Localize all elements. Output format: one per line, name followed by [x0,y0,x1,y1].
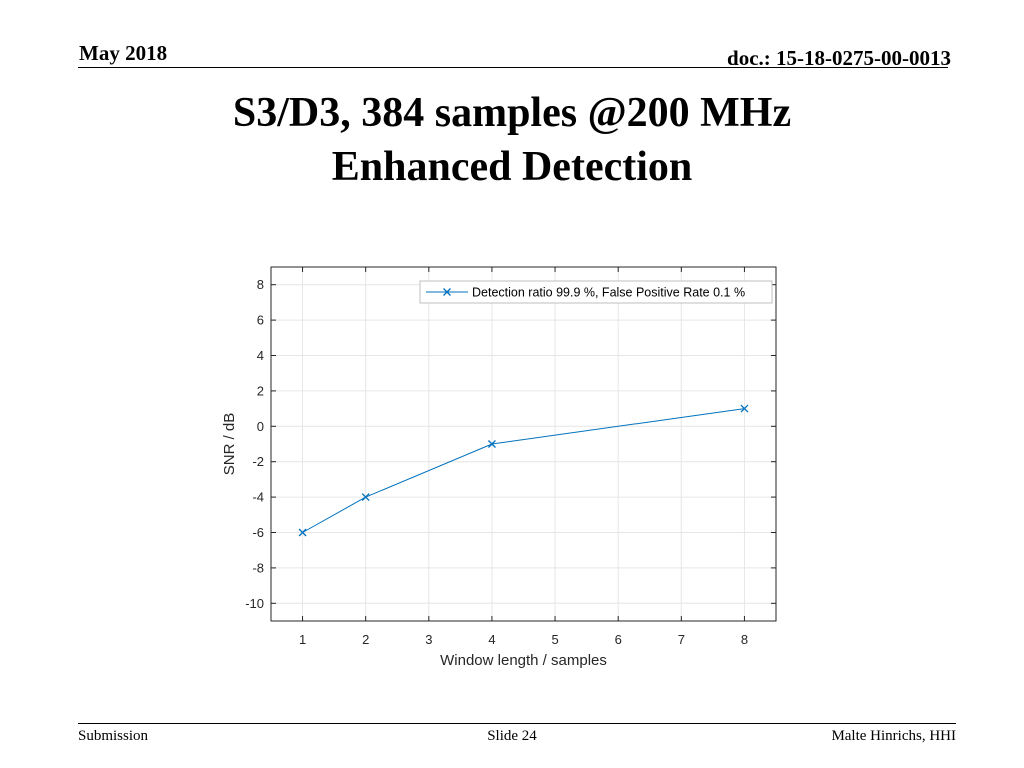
tick-layer: 1 2 3 4 5 6 7 8 -10 -8 -6 -4 -2 0 2 4 6 8 [245,267,776,647]
y-tick-label: -8 [252,560,264,575]
marker-stroke [298,528,307,537]
y-tick-label: 6 [257,313,264,328]
header-doc-id: doc.: 15-18-0275-00-0013 [727,46,951,70]
x-tick-label: 3 [425,632,432,647]
y-axis-label: SNR / dB [221,413,238,476]
footer-slide-number: Slide 24 [487,728,537,744]
slide-title-line-2: Enhanced Detection [331,144,693,190]
grid-layer [271,267,776,621]
y-tick-label: -4 [252,490,264,505]
x-tick-label: 2 [362,632,369,647]
series-layer [298,404,749,537]
y-tick-label: -6 [252,525,264,540]
y-tick-label: -2 [252,454,264,469]
x-tick-label: 8 [741,632,748,647]
x-tick-label: 7 [678,632,685,647]
y-tick-label: 8 [257,277,264,292]
marker-stroke [443,288,451,296]
header-divider [78,67,948,68]
legend: Detection ratio 99.9 %, False Positive R… [419,280,773,304]
data-point-marker [298,528,307,537]
chart-svg: 1 2 3 4 5 6 7 8 -10 -8 -6 -4 -2 0 2 4 6 8 Window length /… [221,266,777,669]
data-point-marker [487,440,496,448]
series-line [302,408,745,533]
marker-stroke [361,493,370,502]
footer-submission: Submission [78,728,149,744]
marker-stroke [740,404,749,413]
footer-divider [78,723,956,724]
x-tick-label: 5 [551,632,558,647]
y-tick-label: 4 [257,348,264,363]
legend-box [419,280,773,304]
data-point-marker [361,493,370,502]
data-point-marker [740,404,749,413]
legend-entry-label: Detection ratio 99.9 %, False Positive R… [472,286,745,300]
x-tick-label: 4 [488,632,495,647]
slide-title: S3/D3, 384 samples @200 MHz Enhanced Det… [0,86,1024,194]
x-axis-label: Window length / samples [440,652,607,669]
snr-chart: 1 2 3 4 5 6 7 8 -10 -8 -6 -4 -2 0 2 4 6 8 Window length /… [210,258,790,683]
footer-author: Malte Hinrichs, HHI [831,728,956,744]
x-tick-label: 1 [299,632,306,647]
slide-title-line-1: S3/D3, 384 samples @200 MHz [232,90,792,136]
marker-stroke [487,440,496,448]
x-tick-label: 6 [615,632,622,647]
legend-marker-x [443,288,451,296]
y-tick-label: -10 [245,596,264,611]
header-date: May 2018 [79,41,168,65]
y-tick-label: 2 [257,383,264,398]
plot-frame [270,266,777,622]
y-tick-label: 0 [257,419,264,434]
